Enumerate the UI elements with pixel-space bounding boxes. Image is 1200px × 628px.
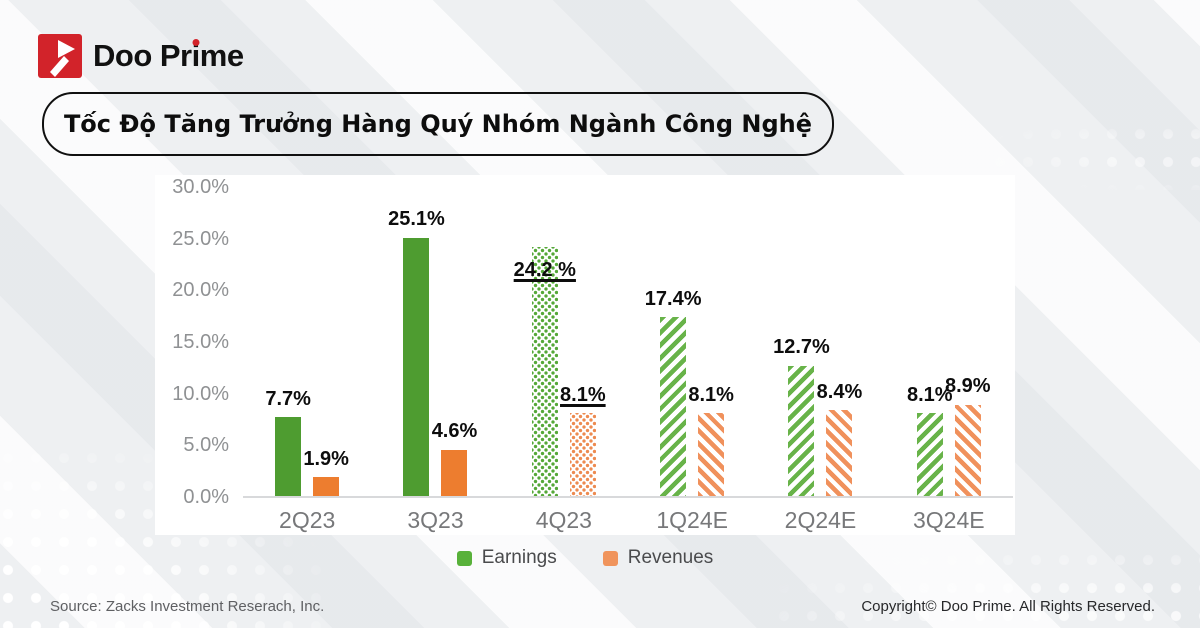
bar-pair: 7.7% 1.9%	[265, 187, 349, 497]
bar-revenues-2q23	[313, 477, 340, 497]
bar-slot: 24.2 %	[514, 187, 576, 497]
bar-group-3q23: 25.1% 4.6% 3Q23	[371, 187, 499, 533]
x-tick-label: 3Q23	[407, 507, 464, 533]
brand-name: Doo Pr i me	[93, 38, 244, 74]
value-label: 8.9%	[945, 375, 991, 398]
x-axis-line	[243, 496, 1013, 498]
legend-item-revenues: Revenues	[602, 547, 714, 569]
bar-slot: 8.1%	[907, 187, 953, 497]
bar-group-4q23: 24.2 % 8.1% 4Q23	[500, 187, 628, 533]
x-tick-label: 2Q23	[279, 507, 336, 533]
bar-revenues-4q23	[569, 413, 596, 497]
doo-prime-logo-icon	[38, 34, 82, 78]
value-label: 8.1%	[907, 383, 953, 406]
bar-slot: 4.6%	[432, 187, 477, 497]
legend-swatch	[602, 550, 618, 566]
bar-pair: 12.7% 8.4%	[773, 187, 862, 497]
bar-revenues-3q24e	[954, 405, 981, 497]
bar-pair: 24.2 % 8.1%	[514, 187, 606, 497]
brand-name-part: me	[199, 38, 244, 73]
value-label: 8.4%	[816, 380, 863, 403]
x-tick-label: 2Q24E	[784, 507, 857, 533]
value-label: 7.7%	[265, 387, 311, 410]
bar-slot: 8.4%	[817, 187, 862, 497]
brand-name-idot: i	[191, 38, 201, 73]
bar-group-1q24e: 17.4% 8.1% 1Q24E	[628, 187, 756, 533]
bar-earnings-1q24e	[660, 317, 687, 497]
value-label: 1.9%	[303, 447, 349, 470]
y-axis: 30.0% 25.0% 20.0% 15.0% 10.0% 5.0% 0.0%	[155, 176, 229, 508]
y-tick-label: 20.0%	[172, 279, 229, 302]
y-tick-label: 25.0%	[172, 227, 229, 250]
bar-group-2q23: 7.7% 1.9% 2Q23	[243, 187, 371, 533]
source-note: Source: Zacks Investment Reserach, Inc.	[50, 598, 325, 615]
value-label: 8.1%	[688, 383, 734, 406]
bar-revenues-2q24e	[826, 410, 853, 497]
legend: Earnings Revenues	[155, 547, 1015, 569]
value-label: 24.2 %	[513, 259, 576, 282]
plot-area: 7.7% 1.9% 2Q23 25.1% 4.6% 3Q23 24.2 % 8.1% 4Q23 1…	[243, 187, 1013, 533]
bar-slot: 12.7%	[773, 187, 830, 497]
bar-slot: 1.9%	[303, 187, 349, 497]
y-tick-label: 10.0%	[172, 382, 229, 405]
bar-earnings-4q23	[531, 246, 558, 497]
bar-slot: 7.7%	[265, 187, 311, 497]
bar-earnings-3q24e	[916, 413, 943, 497]
bar-slot: 8.1%	[560, 187, 606, 497]
bar-slot: 25.1%	[388, 187, 445, 497]
bar-pair: 8.1% 8.9%	[907, 187, 991, 497]
copyright-note: Copyright© Doo Prime. All Rights Reserve…	[861, 598, 1155, 615]
value-label: 17.4%	[644, 287, 702, 310]
dot-pattern-top-right	[986, 120, 1200, 190]
bar-pair: 25.1% 4.6%	[388, 187, 477, 497]
legend-swatch	[456, 550, 472, 566]
x-tick-label: 1Q24E	[656, 507, 728, 533]
legend-label: Revenues	[627, 547, 714, 568]
bar-revenues-1q24e	[698, 413, 725, 497]
y-tick-label: 5.0%	[183, 434, 229, 457]
bar-pair: 17.4% 8.1%	[645, 187, 734, 497]
legend-label: Earnings	[481, 547, 557, 568]
value-label: 8.1%	[560, 383, 606, 406]
bar-group-3q24e: 8.1% 8.9% 3Q24E	[885, 187, 1013, 533]
value-label: 25.1%	[388, 208, 445, 231]
value-label: 4.6%	[431, 419, 478, 442]
bar-slot: 17.4%	[645, 187, 702, 497]
brand-name-part: Doo Pr	[93, 38, 192, 73]
chart-title: Tốc Độ Tăng Trưởng Hàng Quý Nhóm Ngành C…	[63, 110, 813, 138]
bar-earnings-3q23	[403, 237, 430, 497]
bar-group-2q24e: 12.7% 8.4% 2Q24E	[756, 187, 884, 533]
bar-slot: 8.1%	[688, 187, 734, 497]
x-tick-label: 4Q23	[535, 507, 592, 533]
x-tick-label: 3Q24E	[913, 507, 985, 533]
y-tick-label: 30.0%	[172, 176, 229, 198]
value-label: 12.7%	[773, 336, 830, 359]
chart-panel: 30.0% 25.0% 20.0% 15.0% 10.0% 5.0% 0.0% 7.7% 1.…	[155, 175, 1015, 535]
bar-earnings-2q24e	[788, 365, 815, 497]
bar-slot: 8.9%	[945, 187, 991, 497]
legend-item-earnings: Earnings	[456, 547, 557, 569]
y-tick-label: 0.0%	[183, 486, 229, 508]
chart-title-box: Tốc Độ Tăng Trưởng Hàng Quý Nhóm Ngành C…	[42, 92, 834, 156]
y-tick-label: 15.0%	[172, 331, 229, 353]
bar-earnings-2q23	[275, 417, 302, 497]
bar-revenues-3q23	[441, 449, 468, 497]
brand-logo: Doo Pr i me	[38, 34, 244, 78]
